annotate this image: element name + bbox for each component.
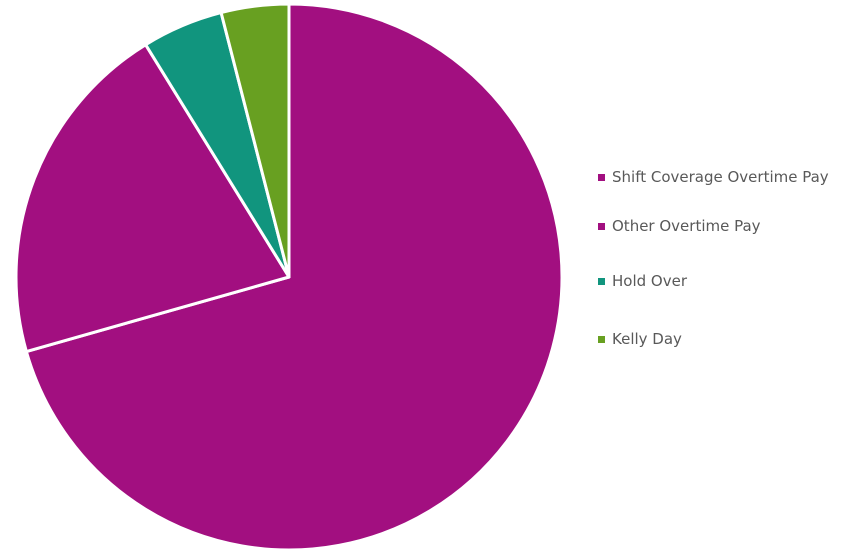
legend-label: Shift Coverage Overtime Pay bbox=[612, 168, 829, 186]
legend-swatch bbox=[598, 174, 605, 181]
legend-label: Kelly Day bbox=[612, 330, 682, 348]
pie-slice-shift-coverage-overtime-pay bbox=[24, 2, 564, 549]
pie-slice-other-overtime-pay bbox=[14, 43, 291, 354]
legend-label: Hold Over bbox=[612, 272, 687, 290]
legend-item-shift-coverage-overtime-pay: Shift Coverage Overtime Pay bbox=[598, 167, 853, 216]
legend-item-kelly-day: Kelly Day bbox=[598, 329, 853, 349]
legend-swatch bbox=[598, 278, 605, 285]
legend: Shift Coverage Overtime Pay Other Overti… bbox=[598, 167, 853, 349]
legend-item-other-overtime-pay: Other Overtime Pay bbox=[598, 216, 853, 271]
legend-swatch bbox=[598, 336, 605, 343]
pie-slice-kelly-day bbox=[219, 2, 291, 279]
legend-label: Other Overtime Pay bbox=[612, 217, 761, 235]
pie-slices bbox=[14, 2, 564, 549]
legend-item-hold-over: Hold Over bbox=[598, 271, 853, 329]
legend-swatch bbox=[598, 223, 605, 230]
